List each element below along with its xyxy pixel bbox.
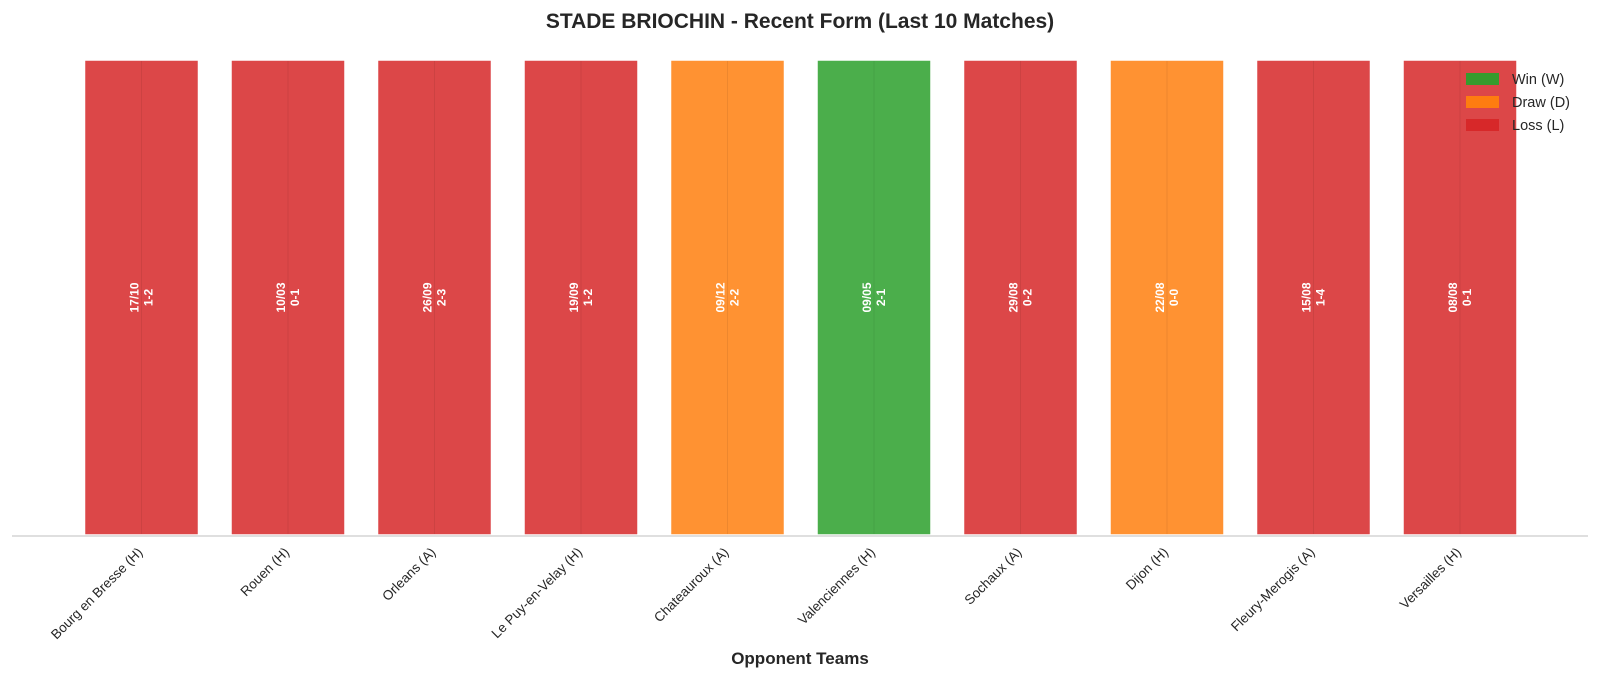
x-tick-label-1: Bourg en Bresse (H) bbox=[48, 545, 146, 643]
bar-score-9: 1-4 bbox=[1314, 289, 1328, 307]
bar-6 bbox=[816, 59, 932, 536]
legend-swatch-d bbox=[1466, 96, 1499, 108]
legend-label-l: Loss (L) bbox=[1512, 118, 1564, 134]
chart-title: STADE BRIOCHIN - Recent Form (Last 10 Ma… bbox=[546, 10, 1054, 33]
bar-8 bbox=[1109, 59, 1225, 536]
bar-score-10: 0-1 bbox=[1460, 289, 1474, 307]
bar-score-7: 0-2 bbox=[1021, 289, 1035, 307]
bar-1 bbox=[83, 59, 200, 536]
bar-date-5: 09/12 bbox=[714, 282, 728, 312]
bar-date-2: 10/03 bbox=[274, 282, 288, 312]
bar-4 bbox=[523, 59, 639, 536]
bar-score-8: 0-0 bbox=[1167, 289, 1181, 307]
legend-swatch-l bbox=[1466, 119, 1499, 131]
bar-label-9: 15/081-4 bbox=[1300, 282, 1328, 312]
bar-date-8: 22/08 bbox=[1153, 282, 1167, 312]
bar-score-3: 2-3 bbox=[435, 289, 449, 307]
x-tick-label-3: Orleans (A) bbox=[379, 545, 438, 604]
bar-9 bbox=[1255, 59, 1372, 536]
bar-score-1: 1-2 bbox=[142, 289, 156, 307]
bar-label-8: 22/080-0 bbox=[1153, 282, 1181, 312]
bar-5 bbox=[669, 59, 786, 536]
legend-swatch-w bbox=[1466, 73, 1499, 85]
x-tick-labels: Bourg en Bresse (H) Rouen (H) Orleans (A) L… bbox=[48, 545, 1464, 643]
bar-7 bbox=[962, 59, 1079, 536]
bar-label-2: 10/030-1 bbox=[274, 282, 302, 312]
x-tick-label-8: Dijon (H) bbox=[1123, 545, 1171, 593]
bar-label-3: 26/092-3 bbox=[421, 282, 449, 312]
x-tick-label-2: Rouen (H) bbox=[237, 545, 292, 600]
bar-label-10: 08/080-1 bbox=[1446, 282, 1474, 312]
x-tick-label-4: Le Puy-en-Velay (H) bbox=[489, 545, 586, 642]
bar-3 bbox=[376, 59, 493, 536]
bar-date-6: 09/05 bbox=[860, 282, 874, 312]
bar-date-4: 19/09 bbox=[567, 282, 581, 312]
bar-label-1: 17/101-2 bbox=[128, 282, 156, 312]
legend-label-w: Win (W) bbox=[1512, 72, 1564, 88]
bar-label-5: 09/122-2 bbox=[714, 282, 742, 312]
x-tick-label-5: Chateauroux (A) bbox=[651, 545, 732, 626]
bar-date-7: 29/08 bbox=[1007, 282, 1021, 312]
x-tick-label-7: Sochaux (A) bbox=[961, 545, 1024, 608]
bar-score-5: 2-2 bbox=[728, 289, 742, 307]
x-tick-label-9: Fleury-Merogis (A) bbox=[1228, 545, 1318, 635]
bar-label-7: 29/080-2 bbox=[1007, 282, 1035, 312]
bars-group: 17/101-2 10/030-1 26/092-3 19/091-2 09/122-2… bbox=[83, 59, 1518, 536]
x-axis-label: Opponent Teams bbox=[731, 649, 869, 668]
bar-date-3: 26/09 bbox=[421, 282, 435, 312]
bar-2 bbox=[230, 59, 346, 536]
legend-label-d: Draw (D) bbox=[1512, 95, 1570, 111]
bar-10 bbox=[1402, 59, 1518, 536]
bar-label-4: 19/091-2 bbox=[567, 282, 595, 312]
x-tick-label-10: Versailles (H) bbox=[1397, 545, 1464, 612]
bar-score-6: 2-1 bbox=[874, 289, 888, 307]
bar-label-6: 09/052-1 bbox=[860, 282, 888, 312]
bar-score-4: 1-2 bbox=[581, 289, 595, 307]
legend: Win (W) Draw (D) Loss (L) bbox=[1466, 72, 1570, 134]
x-tick-label-6: Valenciennes (H) bbox=[795, 545, 878, 628]
bar-score-2: 0-1 bbox=[288, 289, 302, 307]
bar-date-9: 15/08 bbox=[1300, 282, 1314, 312]
bar-date-1: 17/10 bbox=[128, 282, 142, 312]
bar-date-10: 08/08 bbox=[1446, 282, 1460, 312]
